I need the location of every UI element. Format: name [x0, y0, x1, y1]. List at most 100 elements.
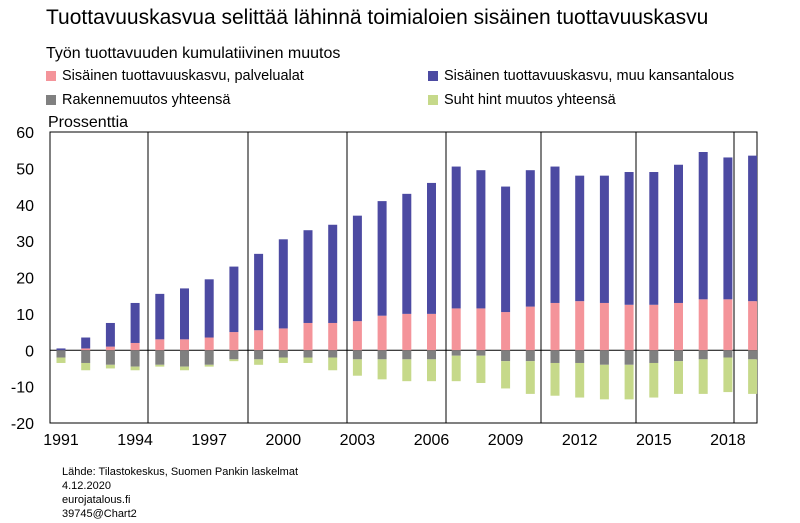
- bar-segment-2013-s2: [599, 350, 609, 365]
- bar-segment-1992-s0: [81, 348, 91, 351]
- bar-segment-2017-s1: [698, 152, 708, 300]
- bar-segment-1995-s1: [155, 293, 165, 340]
- bar-segment-2013-s3: [599, 364, 609, 400]
- bar-segment-2008-s2: [476, 350, 486, 356]
- bar-segment-2010-s0: [525, 306, 535, 351]
- bar-segment-2019-s2: [748, 350, 758, 360]
- bar-segment-1992-s2: [81, 350, 91, 363]
- legend-swatch: [428, 71, 438, 81]
- y-tick-label: 10: [16, 307, 34, 324]
- footer-date: 4.12.2020: [62, 480, 111, 492]
- bar-segment-2008-s3: [476, 355, 486, 383]
- legend-swatch: [46, 95, 56, 105]
- bar-segment-2009-s2: [501, 350, 511, 362]
- y-tick-label: 0: [25, 343, 34, 360]
- bar-segment-2004-s1: [377, 201, 387, 316]
- footer-chart-id: 39745@Chart2: [62, 508, 137, 520]
- bar-segment-1993-s0: [105, 346, 115, 351]
- bar-segment-2013-s0: [599, 302, 609, 351]
- bar-segment-2001-s3: [303, 357, 313, 363]
- bar-segment-2011-s0: [550, 302, 560, 351]
- bar-segment-1991-s2: [56, 350, 66, 358]
- footer: Lähde: Tilastokeskus, Suomen Pankin lask…: [62, 465, 298, 521]
- bar-segment-1996-s2: [180, 350, 189, 367]
- bar-segment-2015-s3: [649, 362, 659, 398]
- bar-segment-1995-s3: [155, 364, 165, 367]
- bar-segment-2018-s3: [723, 357, 733, 393]
- bar-segment-2005-s2: [402, 350, 412, 360]
- bar-segment-2016-s0: [674, 302, 683, 351]
- footer-source: Lähde: Tilastokeskus, Suomen Pankin lask…: [62, 466, 299, 478]
- legend-item-rakennemuutos: Rakennemuutos yhteensä: [46, 92, 230, 108]
- bar-segment-1999-s2: [254, 350, 264, 360]
- legend-item-palvelualat: Sisäinen tuottavuuskasvu, palvelualat: [46, 68, 304, 84]
- legend-swatch: [428, 95, 438, 105]
- bar-segment-2011-s2: [550, 350, 560, 363]
- bar-segment-1999-s1: [254, 253, 264, 331]
- bar-segment-2009-s1: [501, 186, 511, 313]
- bar-segment-2012-s3: [575, 362, 585, 398]
- bar-segment-2016-s3: [674, 361, 683, 394]
- bar-segment-1994-s0: [130, 342, 140, 351]
- y-tick-label: 50: [16, 161, 34, 178]
- bar-segment-2002-s3: [328, 357, 338, 371]
- bar-segment-1991-s1: [56, 348, 66, 351]
- chart-title: Tuottavuuskasvua selittää lähinnä toimia…: [46, 6, 709, 29]
- bar-segment-2016-s1: [674, 164, 683, 303]
- bar-segment-2003-s2: [352, 350, 362, 360]
- bar-segment-1993-s1: [105, 322, 115, 347]
- bar-segment-2008-s0: [476, 308, 486, 351]
- bar-segment-2006-s0: [427, 313, 436, 351]
- bar-segment-2000-s2: [278, 350, 288, 358]
- bar-segment-1994-s1: [130, 302, 140, 343]
- bar-segment-2001-s0: [303, 322, 313, 351]
- bar-segment-2018-s0: [723, 299, 733, 351]
- bar-segment-2012-s1: [575, 175, 585, 302]
- bar-segment-2000-s3: [278, 357, 288, 363]
- x-tick-label: 2009: [488, 432, 524, 449]
- bar-segment-2001-s2: [303, 350, 313, 358]
- chart-subtitle: Työn tuottavuuden kumulatiivinen muutos: [46, 45, 341, 62]
- bar-segment-1993-s2: [105, 350, 115, 365]
- bar-segment-2017-s3: [698, 359, 708, 394]
- bar-segment-2011-s3: [550, 362, 560, 396]
- bar-segment-2005-s3: [402, 359, 412, 382]
- bar-segment-2019-s3: [748, 359, 758, 394]
- bar-segment-1998-s0: [229, 332, 239, 351]
- bar-segment-2005-s1: [402, 193, 412, 314]
- y-tick-label: 60: [16, 125, 34, 142]
- bar-segment-2003-s1: [352, 215, 362, 322]
- bar-segment-2000-s0: [278, 328, 288, 351]
- bar-segment-2010-s3: [525, 361, 535, 394]
- bar-segment-2015-s2: [649, 350, 659, 363]
- legend-label: Sisäinen tuottavuuskasvu, palvelualat: [62, 68, 304, 84]
- bar-segment-2002-s1: [328, 224, 338, 323]
- x-tick-label: 2006: [414, 432, 450, 449]
- legend-item-suht-hint: Suht hint muutos yhteensä: [428, 92, 616, 108]
- legend-label: Suht hint muutos yhteensä: [444, 92, 616, 108]
- bar-segment-1994-s2: [130, 350, 140, 367]
- bar-segment-1998-s2: [229, 350, 239, 360]
- bar-segment-2007-s1: [451, 166, 461, 309]
- bar-segment-2011-s1: [550, 166, 560, 303]
- legend-label: Sisäinen tuottavuuskasvu, muu kansantalo…: [444, 68, 735, 84]
- y-tick-label: 30: [16, 234, 34, 251]
- bar-segment-1995-s0: [155, 339, 165, 351]
- bar-segment-1994-s3: [130, 366, 140, 371]
- bar-segment-2006-s3: [427, 359, 436, 382]
- bar-segment-2003-s0: [352, 321, 362, 351]
- x-tick-label: 2003: [340, 432, 376, 449]
- bar-segment-1998-s1: [229, 266, 239, 333]
- bar-segment-2014-s2: [624, 350, 634, 365]
- bar-segment-2004-s3: [377, 359, 387, 380]
- bar-segment-2014-s0: [624, 304, 634, 351]
- bar-segment-1999-s0: [254, 330, 264, 351]
- bar-segment-2016-s2: [674, 350, 683, 362]
- bar-segment-2018-s2: [723, 350, 733, 358]
- bar-segment-2012-s0: [575, 301, 585, 351]
- bar-segment-1996-s1: [180, 288, 189, 340]
- bar-segment-1997-s0: [204, 337, 214, 351]
- bar-segment-2007-s3: [451, 355, 461, 382]
- bar-segment-1992-s1: [81, 337, 91, 349]
